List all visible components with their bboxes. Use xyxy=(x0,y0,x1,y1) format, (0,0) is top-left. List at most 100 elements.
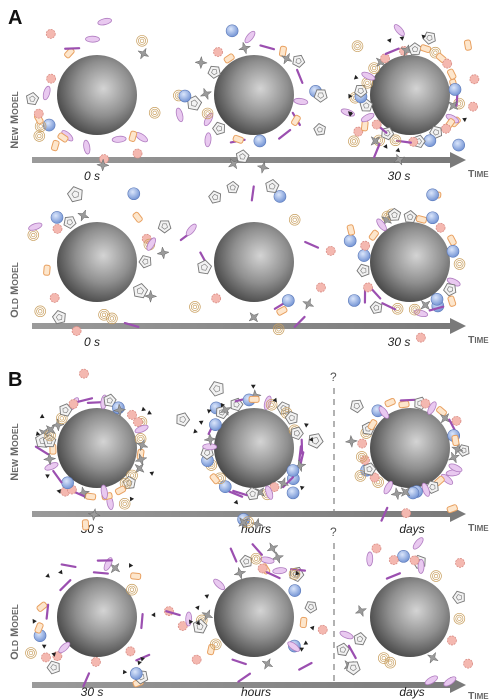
pentagon-protein xyxy=(46,660,60,675)
binding-arrow xyxy=(303,640,309,645)
binding-arrow xyxy=(129,496,135,502)
star-protein xyxy=(302,297,315,311)
pentagon-protein xyxy=(350,399,364,414)
star-protein xyxy=(112,403,127,417)
pentagon-protein-core xyxy=(215,125,222,132)
pentagon-protein-core xyxy=(190,99,198,107)
pink-protein xyxy=(360,455,370,466)
lens-protein xyxy=(111,135,127,143)
pentagon-protein xyxy=(63,216,77,230)
pink-protein xyxy=(357,438,368,449)
binding-arrow xyxy=(39,413,45,419)
pentagon-protein-core xyxy=(407,213,414,220)
binding-arrow xyxy=(353,74,359,80)
pentagon-protein-core xyxy=(29,95,36,102)
spiral-protein xyxy=(455,614,464,623)
lens-protein xyxy=(185,611,193,627)
pentagon-protein-core xyxy=(219,409,226,416)
pentagon-protein-core xyxy=(366,465,373,473)
axis-title-b-new: TIME xyxy=(468,522,489,534)
star-protein xyxy=(276,476,290,490)
lens-protein xyxy=(424,675,438,686)
spiral-protein xyxy=(457,616,462,621)
lens-protein xyxy=(259,556,275,564)
binding-arrow xyxy=(195,620,200,626)
orange-protein xyxy=(34,622,44,634)
star-protein xyxy=(400,44,413,57)
blue-protein xyxy=(426,211,439,225)
binding-arrow xyxy=(421,34,427,39)
orange-protein xyxy=(368,229,379,241)
pentagon-protein xyxy=(26,91,40,106)
star-protein xyxy=(96,158,110,172)
pentagon-protein-core xyxy=(426,34,433,42)
lens-protein xyxy=(44,462,59,471)
purple-rod-protein xyxy=(381,302,397,311)
pink-protein xyxy=(68,399,79,409)
spiral-protein xyxy=(190,302,199,311)
purple-rod-protein xyxy=(385,572,401,580)
star-protein xyxy=(134,463,145,474)
binding-arrow xyxy=(395,147,401,153)
purple-rod-protein xyxy=(265,571,281,580)
blue-protein xyxy=(343,234,357,248)
star-protein xyxy=(194,55,208,70)
pentagon-protein-core xyxy=(363,102,370,109)
pentagon-protein xyxy=(226,180,240,194)
binding-arrow xyxy=(250,384,256,389)
star-protein xyxy=(137,47,150,60)
nanoparticle-complex xyxy=(179,178,336,336)
spiral-protein xyxy=(356,451,368,463)
spiral-protein xyxy=(290,215,299,224)
pentagon-protein-core xyxy=(411,46,419,53)
purple-rod-protein xyxy=(384,47,400,56)
star-protein xyxy=(233,566,247,580)
pentagon-protein xyxy=(207,65,221,79)
orange-protein xyxy=(36,601,48,612)
binding-arrow xyxy=(193,428,198,434)
star-protein xyxy=(426,651,439,664)
pink-protein xyxy=(363,282,373,293)
orange-protein xyxy=(447,234,457,246)
corona-layer xyxy=(25,17,480,688)
binding-arrow xyxy=(233,499,239,505)
nanoparticle-sphere xyxy=(370,408,450,488)
blue-protein xyxy=(273,190,287,203)
star-protein xyxy=(238,41,252,55)
orange-protein xyxy=(223,53,235,64)
star-protein xyxy=(199,87,213,101)
spiral-protein xyxy=(386,658,395,667)
pink-protein xyxy=(125,646,136,657)
nanoparticle-complex xyxy=(336,537,473,687)
spiral-protein xyxy=(370,64,379,73)
spiral-protein xyxy=(355,44,360,49)
orange-protein xyxy=(132,211,143,223)
pink-protein xyxy=(442,58,453,69)
pentagon-protein xyxy=(187,95,203,111)
spiral-protein xyxy=(432,572,440,580)
purple-rod-protein xyxy=(140,612,144,630)
pentagon-protein-core xyxy=(161,223,168,230)
spiral-protein xyxy=(267,400,276,409)
pentagon-protein xyxy=(336,642,350,656)
star-protein xyxy=(51,418,65,432)
orange-protein xyxy=(451,434,460,447)
time-label-b-old-0: 30 s xyxy=(81,685,104,699)
spiral-protein xyxy=(148,107,161,119)
orange-protein xyxy=(419,44,432,54)
binding-arrow xyxy=(348,93,353,99)
pink-protein xyxy=(316,282,326,293)
star-protein xyxy=(156,246,170,260)
lens-protein xyxy=(185,223,197,236)
star-protein xyxy=(344,434,359,449)
pentagon-protein-core xyxy=(196,622,204,630)
pentagon-protein xyxy=(51,310,66,325)
purple-rod-protein xyxy=(298,661,313,671)
pentagon-protein xyxy=(363,462,377,476)
binding-arrow xyxy=(141,406,146,412)
lens-protein xyxy=(412,537,424,550)
star-protein xyxy=(447,100,459,111)
pentagon-protein-core xyxy=(50,664,57,671)
orange-protein xyxy=(384,397,396,408)
binding-arrow xyxy=(204,594,210,599)
